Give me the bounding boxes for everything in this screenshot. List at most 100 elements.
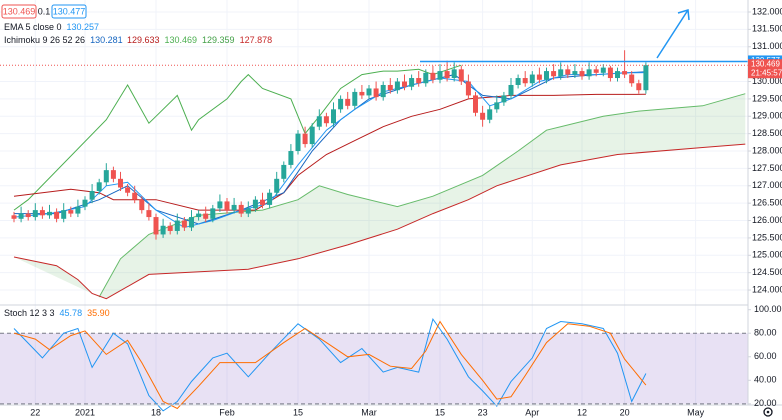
candle-body — [529, 74, 535, 84]
candle-body — [110, 170, 116, 179]
candle-body — [61, 210, 67, 219]
candle-body — [82, 199, 88, 207]
candle-body — [302, 133, 308, 145]
settings-icon[interactable] — [763, 407, 773, 417]
legend-row: Stoch 12 3 3 45.78 35.90 — [4, 308, 110, 318]
price-tag — [748, 59, 782, 79]
candle-body — [267, 192, 273, 205]
candle-body — [380, 84, 386, 98]
legend-label: EMA 5 close 0 — [4, 22, 62, 32]
y-tick-label: 126.500 — [752, 198, 782, 208]
candle-body — [146, 210, 152, 218]
y-tick-label: 125.500 — [752, 232, 782, 242]
stoch-line — [13, 320, 647, 410]
candle-body — [54, 211, 60, 219]
candle-body — [565, 69, 571, 75]
candle-body — [238, 204, 244, 214]
candle-body — [615, 71, 620, 79]
candle-body — [260, 199, 265, 205]
x-tick-label: 22 — [30, 407, 40, 417]
indicator-line — [13, 64, 462, 211]
y-tick-label: 128.500 — [752, 128, 782, 138]
y-tick-label: 20.00 — [754, 398, 777, 408]
plot — [0, 50, 748, 412]
candle-body — [231, 204, 237, 211]
candle-body — [153, 217, 159, 235]
candle-body — [366, 88, 372, 96]
legend-value: 35.90 — [87, 308, 110, 318]
candle-body — [295, 133, 301, 152]
candle-body — [444, 71, 450, 79]
x-tick-label: 15 — [435, 407, 445, 417]
spread: 0.1 — [38, 6, 51, 16]
x-tick-label: 12 — [577, 407, 587, 417]
candle-body — [494, 102, 500, 110]
x-tick-label: 15 — [293, 407, 303, 417]
candle-body — [139, 199, 145, 211]
x-tick-label: 20 — [620, 407, 630, 417]
x-tick-label: Apr — [525, 407, 539, 417]
candle-body — [103, 170, 109, 183]
candle-body — [174, 220, 180, 231]
candle-body — [160, 225, 166, 235]
candle-body — [281, 164, 287, 179]
candle-body — [423, 72, 429, 84]
candle-body — [125, 187, 131, 193]
price-tag-label: 130.469 — [751, 59, 780, 68]
y-tick-label: 129.000 — [752, 111, 782, 121]
candle-body — [636, 83, 642, 91]
candle-body — [551, 71, 557, 77]
candle-body — [501, 95, 507, 103]
candle-body — [458, 69, 464, 82]
candle-body — [508, 84, 514, 96]
candle-body — [132, 192, 138, 200]
legend-value: 127.878 — [240, 35, 273, 45]
candle-body — [189, 217, 194, 228]
y-tick-label: 126.000 — [752, 215, 782, 225]
candle-body — [345, 98, 351, 106]
y-tick-label: 127.000 — [752, 180, 782, 190]
legend-label: Ichimoku 9 26 52 26 — [4, 35, 85, 45]
candle-body — [338, 98, 344, 110]
countdown-label: 21:45:57 — [751, 68, 782, 77]
candle-body — [196, 213, 202, 218]
candle-body — [331, 109, 336, 124]
bid-box[interactable] — [1, 4, 37, 19]
candle-body — [75, 206, 81, 214]
legend-row: Ichimoku 9 26 52 26 130.281 129.633 130.469… — [4, 35, 272, 45]
candle-body — [39, 210, 45, 216]
y-tick-label: 131.000 — [752, 41, 782, 51]
y-tick-label: 40.00 — [754, 375, 777, 385]
y-tick-label: 129.500 — [752, 93, 782, 103]
candle-body — [487, 109, 493, 120]
candle-body — [32, 210, 38, 218]
ask-box[interactable] — [51, 4, 87, 19]
x-tick-label: Feb — [219, 407, 235, 417]
candle-body — [522, 78, 528, 84]
candle-body — [402, 81, 407, 87]
arrow-annotation — [656, 9, 690, 59]
y-tick-label: 127.500 — [752, 163, 782, 173]
candle-body — [480, 112, 486, 120]
indicator-line — [13, 72, 646, 229]
candle-body — [643, 65, 649, 91]
candle-body — [607, 67, 613, 79]
candle-body — [465, 81, 471, 96]
legend-value: 130.257 — [67, 22, 100, 32]
legend-value: 130.281 — [90, 35, 123, 45]
legend-value: 129.633 — [127, 35, 160, 45]
candle-body — [11, 215, 17, 219]
gear[interactable] — [763, 407, 773, 417]
candle-body — [600, 67, 606, 73]
candle-body — [622, 71, 628, 75]
candle-body — [387, 84, 393, 91]
candle-body — [96, 182, 102, 191]
y-tick-label: 125.000 — [752, 250, 782, 260]
candle-body — [203, 213, 209, 219]
candle-body — [359, 91, 365, 96]
candle-body — [352, 91, 358, 106]
candle-body — [252, 199, 258, 209]
candle-body — [118, 178, 123, 188]
candle-body — [245, 208, 251, 214]
